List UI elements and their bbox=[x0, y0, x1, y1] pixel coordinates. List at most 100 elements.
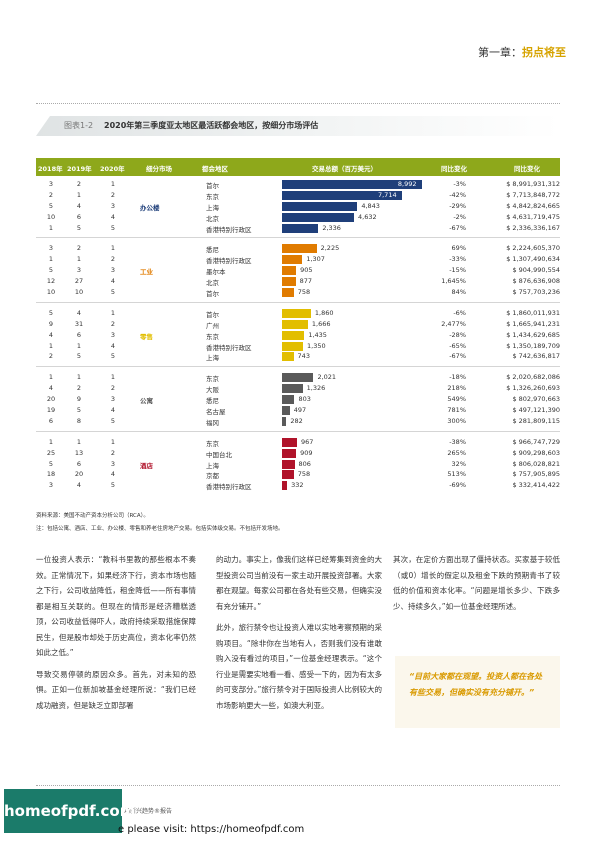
data-table: 3 2 1 首尔 -3% $ 8,991,931,312 8,992 2 1 2 东京 -42% $ 7… bbox=[36, 179, 560, 491]
watermark-link[interactable]: e please visit: https://homeofpdf.com bbox=[118, 824, 305, 835]
segment-label: 公寓 bbox=[140, 397, 153, 406]
paragraph: 的动力。事实上，像我们这样已经筹集到资金的大型投资公司当前没有一家主动开展投资部… bbox=[216, 555, 382, 611]
value-bar bbox=[282, 244, 317, 254]
yoy-usd: $ 909,298,603 bbox=[512, 448, 560, 457]
yoy-usd: $ 2,020,682,086 bbox=[506, 373, 560, 382]
yoy-percent: -3% bbox=[453, 180, 466, 188]
rank-2018: 25 bbox=[46, 448, 56, 457]
bar-value-label: 7,714 bbox=[377, 190, 397, 199]
rank-2019: 2 bbox=[76, 384, 82, 393]
rank-2020: 3 bbox=[110, 459, 116, 468]
group-divider bbox=[36, 233, 560, 239]
rank-2018: 12 bbox=[46, 277, 56, 286]
rank-2018: 18 bbox=[46, 470, 56, 479]
value-bar bbox=[282, 308, 311, 318]
yoy-usd: $ 332,414,422 bbox=[512, 481, 560, 490]
table-row: 1 1 2 香港特别行政区 -33% $ 1,307,490,634 1,307 bbox=[36, 254, 560, 265]
rank-2019: 4 bbox=[76, 201, 82, 210]
value-bar bbox=[282, 277, 296, 287]
col-2020: 2020年 bbox=[100, 165, 125, 173]
col-metro: 都会地区 bbox=[202, 165, 228, 173]
bar-value-label: 905 bbox=[300, 266, 313, 275]
value-bar bbox=[282, 319, 308, 329]
rank-2020: 4 bbox=[110, 277, 116, 286]
text-column-3: 其次，在定价方面出现了僵持状态。买家基于较低（或0）增长的假定以及租金下跌的预期… bbox=[393, 552, 560, 620]
rank-2020: 5 bbox=[110, 223, 116, 232]
metro-name: 东京 bbox=[206, 439, 219, 448]
metro-name: 东京 bbox=[206, 375, 219, 384]
rank-2019: 3 bbox=[76, 266, 82, 275]
figure-title: 2020年第三季度亚太地区最活跃都会地区，按细分市场评估 bbox=[104, 121, 319, 130]
rank-2019: 6 bbox=[76, 330, 82, 339]
rank-2020: 2 bbox=[110, 384, 116, 393]
bar-value-label: 806 bbox=[298, 459, 311, 468]
rank-2020: 1 bbox=[110, 437, 116, 446]
metro-name: 首尔 bbox=[206, 182, 219, 190]
rank-2020: 3 bbox=[110, 395, 116, 404]
group-divider bbox=[36, 427, 560, 432]
yoy-usd: $ 742,636,817 bbox=[512, 352, 560, 361]
value-bar bbox=[282, 373, 314, 383]
col-yoy-usd: 同比变化 bbox=[514, 165, 540, 173]
rank-2019: 2 bbox=[76, 244, 82, 253]
rank-2019: 5 bbox=[76, 406, 82, 415]
rank-2020: 5 bbox=[110, 481, 116, 490]
rank-2019: 4 bbox=[76, 308, 82, 317]
table-row: 5 4 3 上海 -29% $ 4,842,824,665 办公楼 4,843 bbox=[36, 201, 560, 212]
bar-value-label: 1,307 bbox=[306, 255, 325, 264]
rank-2020: 3 bbox=[110, 201, 116, 210]
yoy-percent: -2% bbox=[453, 212, 466, 221]
bar-value-label: 2,225 bbox=[320, 244, 340, 253]
rank-2020: 5 bbox=[110, 288, 116, 297]
yoy-percent: 1,645% bbox=[441, 277, 466, 286]
rank-2020: 5 bbox=[110, 416, 116, 425]
bar-value-label: 2,336 bbox=[322, 223, 341, 232]
bar-value-label: 758 bbox=[297, 288, 311, 297]
rank-2019: 1 bbox=[76, 373, 82, 382]
value-bar bbox=[282, 266, 297, 276]
yoy-percent: -6% bbox=[453, 308, 466, 317]
metro-name: 香港特别行政区 bbox=[206, 483, 252, 492]
value-bar bbox=[282, 395, 295, 405]
source-note: 资料来源：美国不动产资本分析公司（RCA）。 bbox=[36, 513, 149, 519]
yoy-percent: 2,477% bbox=[441, 319, 466, 328]
yoy-percent: 218% bbox=[447, 384, 466, 393]
table-row: 5 3 3 墨尔本 -15% $ 904,990,554 工业 905 bbox=[36, 265, 560, 276]
table-row: 6 8 5 福冈 300% $ 281,809,115 282 bbox=[36, 416, 560, 427]
metro-name: 福冈 bbox=[206, 418, 219, 427]
rank-2018: 5 bbox=[48, 201, 54, 210]
metro-name: 北京 bbox=[206, 279, 219, 288]
yoy-percent: -42% bbox=[449, 190, 466, 199]
table-row: 3 2 1 悉尼 69% $ 2,224,605,370 2,225 bbox=[36, 243, 560, 254]
metro-name: 北京 bbox=[206, 214, 219, 223]
rank-2019: 27 bbox=[74, 277, 84, 286]
paragraph: 导致交易停顿的原因众多。首先，对未知的恐惧。正如一位新加坡基金经理所说：“我们已… bbox=[36, 669, 196, 710]
paragraph: 一位投资人表示：“教科书里教的那些根本不奏效。正常情况下，如果经济下行，资本市场… bbox=[36, 555, 196, 657]
rank-2020: 1 bbox=[110, 373, 116, 382]
yoy-usd: $ 497,121,390 bbox=[512, 406, 560, 415]
table-row: 10 6 4 北京 -2% $ 4,631,719,475 4,632 bbox=[36, 212, 560, 223]
watermark-logo[interactable]: homeofpdf.com bbox=[4, 789, 135, 833]
bar-value-label: 4,843 bbox=[361, 201, 380, 210]
bar-value-label: 758 bbox=[297, 470, 311, 479]
chapter-title: 拐点将至 bbox=[522, 46, 566, 59]
table-row: 3 2 1 首尔 -3% $ 8,991,931,312 8,992 bbox=[36, 179, 560, 190]
col-2019: 2019年 bbox=[67, 165, 92, 173]
yoy-percent: 32% bbox=[451, 459, 466, 468]
yoy-usd: $ 1,350,189,709 bbox=[506, 341, 560, 350]
metro-name: 东京 bbox=[206, 192, 219, 201]
chapter-prefix: 第一章： bbox=[478, 46, 522, 59]
rank-2020: 4 bbox=[110, 406, 116, 415]
group-divider bbox=[36, 362, 560, 368]
value-bar bbox=[282, 352, 294, 362]
yoy-usd: $ 7,713,848,772 bbox=[506, 190, 560, 199]
rank-2018: 2 bbox=[48, 190, 54, 199]
text-column-1: 一位投资人表示：“教科书里教的那些根本不奏效。正常情况下，如果经济下行，资本市场… bbox=[36, 552, 196, 719]
yoy-usd: $ 904,990,554 bbox=[512, 266, 560, 275]
rank-2018: 3 bbox=[48, 244, 54, 253]
metro-name: 香港特别行政区 bbox=[206, 225, 252, 234]
metro-name: 上海 bbox=[206, 203, 219, 212]
table-row: 12 27 4 北京 1,645% $ 876,636,908 877 bbox=[36, 276, 560, 287]
metro-name: 香港特别行政区 bbox=[206, 257, 252, 266]
table-row: 1 5 5 香港特别行政区 -67% $ 2,336,336,167 2,336 bbox=[36, 223, 560, 234]
